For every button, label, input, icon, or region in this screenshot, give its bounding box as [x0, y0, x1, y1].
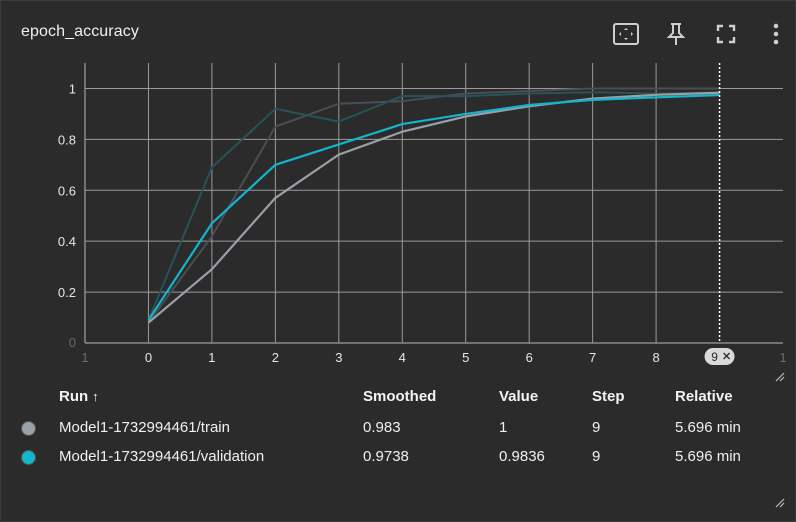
card-resize-handle[interactable] [773, 495, 785, 508]
x-tick-label: 5 [462, 350, 469, 365]
run-name: Model1-1732994461/validation [59, 448, 265, 465]
line-chart[interactable]: 0.20.40.60.810 0 1 2 3 4 5 6 7 81 1 9 [1, 1, 795, 381]
x-tick-label: 0 [145, 350, 152, 365]
smoothed-series-line [147, 93, 720, 321]
step-cursor-label: 9 [711, 350, 718, 364]
color-column-header [21, 385, 59, 407]
chart-grid [84, 63, 783, 344]
resize-icon [775, 372, 785, 382]
x-tick-label: 3 [335, 350, 342, 365]
x-axis-ticks: 0 1 2 3 4 5 6 7 8 1 1 [81, 350, 786, 365]
sort-ascending-icon: ↑ [92, 388, 99, 404]
x-tick-label: 1 [208, 350, 215, 365]
y-tick-label: 0 [69, 335, 76, 350]
table-header-row: Run ↑ Smoothed Value Step Relative [21, 385, 781, 407]
chart-series [147, 87, 720, 324]
y-axis-ticks: 0.2 0.4 0.6 0.8 1 0 [58, 81, 76, 350]
fullscreen-icon [716, 24, 736, 44]
close-icon [723, 352, 731, 360]
step-value: 9 [592, 419, 601, 436]
chart-resize-handle[interactable] [773, 369, 785, 382]
raw-value: 0.9836 [499, 448, 545, 465]
x-tick-label: 6 [526, 350, 533, 365]
raw-series-line [147, 87, 720, 324]
run-name: Model1-1732994461/train [59, 419, 230, 436]
run-color-dot [21, 420, 36, 436]
fit-domain-icon [613, 23, 639, 45]
x-tick-label: 1 [779, 350, 786, 365]
table-row[interactable]: Model1-1732994461/validation 0.9738 0.98… [21, 442, 781, 471]
x-tick-label: 8 [652, 350, 659, 365]
relative-column-header[interactable]: Relative [675, 387, 733, 405]
run-color-dot [21, 449, 36, 465]
run-column-header[interactable]: Run ↑ [59, 385, 363, 407]
y-tick-label: 1 [69, 81, 76, 96]
resize-icon [775, 498, 785, 508]
x-tick-label: 4 [399, 350, 406, 365]
y-tick-label: 0.8 [58, 132, 76, 147]
more-vert-icon [773, 23, 779, 45]
fullscreen-button[interactable] [711, 19, 741, 49]
step-column-header[interactable]: Step [592, 387, 625, 405]
raw-series-line [147, 91, 720, 321]
pin-button[interactable] [661, 19, 691, 49]
value-column-header[interactable]: Value [499, 387, 539, 405]
x-tick-label: 1 [81, 350, 88, 365]
pin-icon [666, 23, 686, 45]
raw-value: 1 [499, 419, 508, 436]
step-cursor-chip [704, 348, 735, 365]
card-title: epoch_accuracy [21, 23, 139, 40]
y-tick-label: 0.4 [58, 234, 76, 249]
table-row[interactable]: Model1-1732994461/train 0.983 1 9 5.696 … [21, 413, 781, 442]
y-tick-label: 0.2 [58, 285, 76, 300]
x-tick-label: 2 [272, 350, 279, 365]
runs-table: Run ↑ Smoothed Value Step Relative Model1… [21, 385, 781, 471]
run-header-label: Run [59, 387, 89, 405]
more-options-button[interactable] [761, 19, 791, 49]
y-tick-label: 0.6 [58, 183, 76, 198]
smoothed-value: 0.9738 [363, 448, 409, 465]
smoothed-column-header[interactable]: Smoothed [363, 387, 437, 405]
step-value: 9 [592, 448, 601, 465]
relative-time: 5.696 min [675, 448, 741, 465]
step-cursor[interactable]: 9 [704, 63, 735, 365]
relative-time: 5.696 min [675, 419, 741, 436]
x-tick-label: 7 [589, 350, 596, 365]
fit-domain-button[interactable] [611, 19, 641, 49]
smoothed-value: 0.983 [363, 419, 401, 436]
smoothed-series-line [147, 91, 720, 324]
